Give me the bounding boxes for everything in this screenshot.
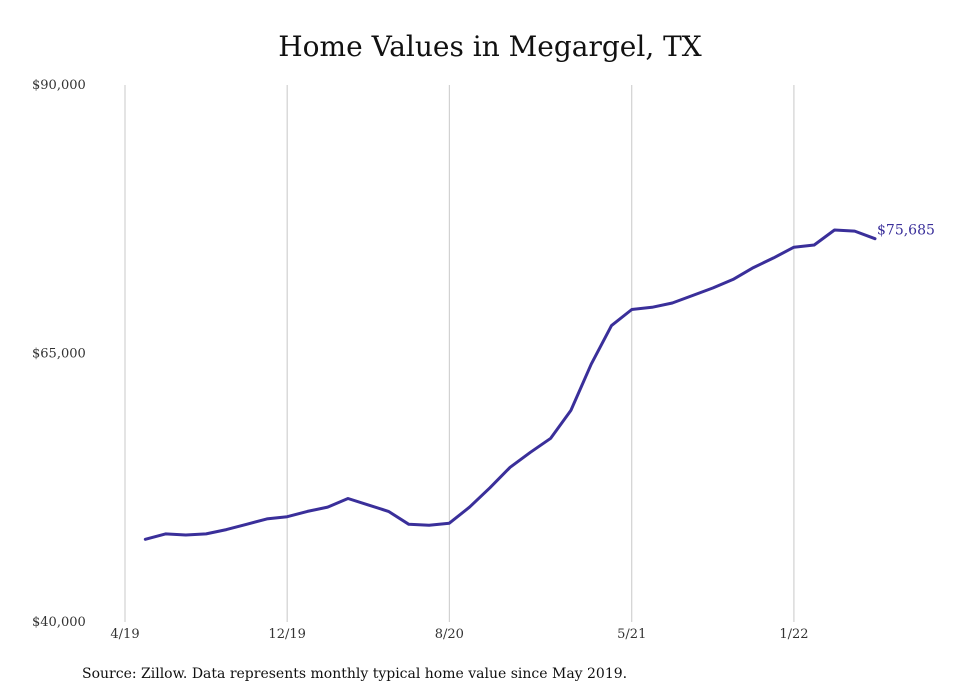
y-tick-label-1: $65,000: [32, 347, 86, 362]
x-tick-label-1: 12/19: [268, 627, 305, 642]
x-tick-label-2: 8/20: [435, 627, 464, 642]
x-tick-label-0: 4/19: [110, 627, 139, 642]
y-axis-ticks: $40,000 $65,000 $90,000: [32, 78, 86, 630]
chart-title: Home Values in Megargel, TX: [278, 30, 702, 63]
x-tick-label-4: 1/22: [779, 627, 808, 642]
source-note: Source: Zillow. Data represents monthly …: [82, 666, 628, 682]
gridlines: [124, 85, 795, 622]
series-line-0: [143, 228, 877, 541]
end-value-label-0: $75,685: [877, 223, 935, 239]
x-tick-label-3: 5/21: [617, 627, 646, 642]
annotations: $75,685: [877, 223, 935, 239]
x-axis-ticks: 4/19 12/19 8/20 5/21 1/22: [110, 627, 808, 642]
series-layer: [143, 228, 877, 541]
y-tick-label-2: $90,000: [32, 78, 86, 93]
y-tick-label-0: $40,000: [32, 615, 86, 630]
